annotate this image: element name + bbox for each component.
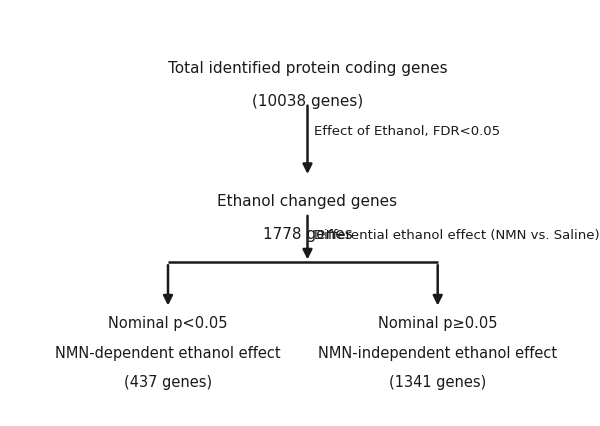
- Text: Nominal p<0.05: Nominal p<0.05: [108, 315, 228, 330]
- Text: (1341 genes): (1341 genes): [389, 374, 487, 389]
- Text: (437 genes): (437 genes): [124, 374, 212, 389]
- Text: (10038 genes): (10038 genes): [252, 94, 363, 109]
- Text: NMN-dependent ethanol effect: NMN-dependent ethanol effect: [55, 345, 281, 360]
- Text: Nominal p≥0.05: Nominal p≥0.05: [378, 315, 497, 330]
- Text: Differential ethanol effect (NMN vs. Saline): Differential ethanol effect (NMN vs. Sal…: [314, 228, 600, 241]
- Text: Ethanol changed genes: Ethanol changed genes: [217, 194, 398, 209]
- Text: Effect of Ethanol, FDR<0.05: Effect of Ethanol, FDR<0.05: [314, 125, 500, 138]
- Text: Total identified protein coding genes: Total identified protein coding genes: [167, 61, 448, 76]
- Text: 1778 genes: 1778 genes: [263, 227, 352, 242]
- Text: NMN-independent ethanol effect: NMN-independent ethanol effect: [318, 345, 557, 360]
